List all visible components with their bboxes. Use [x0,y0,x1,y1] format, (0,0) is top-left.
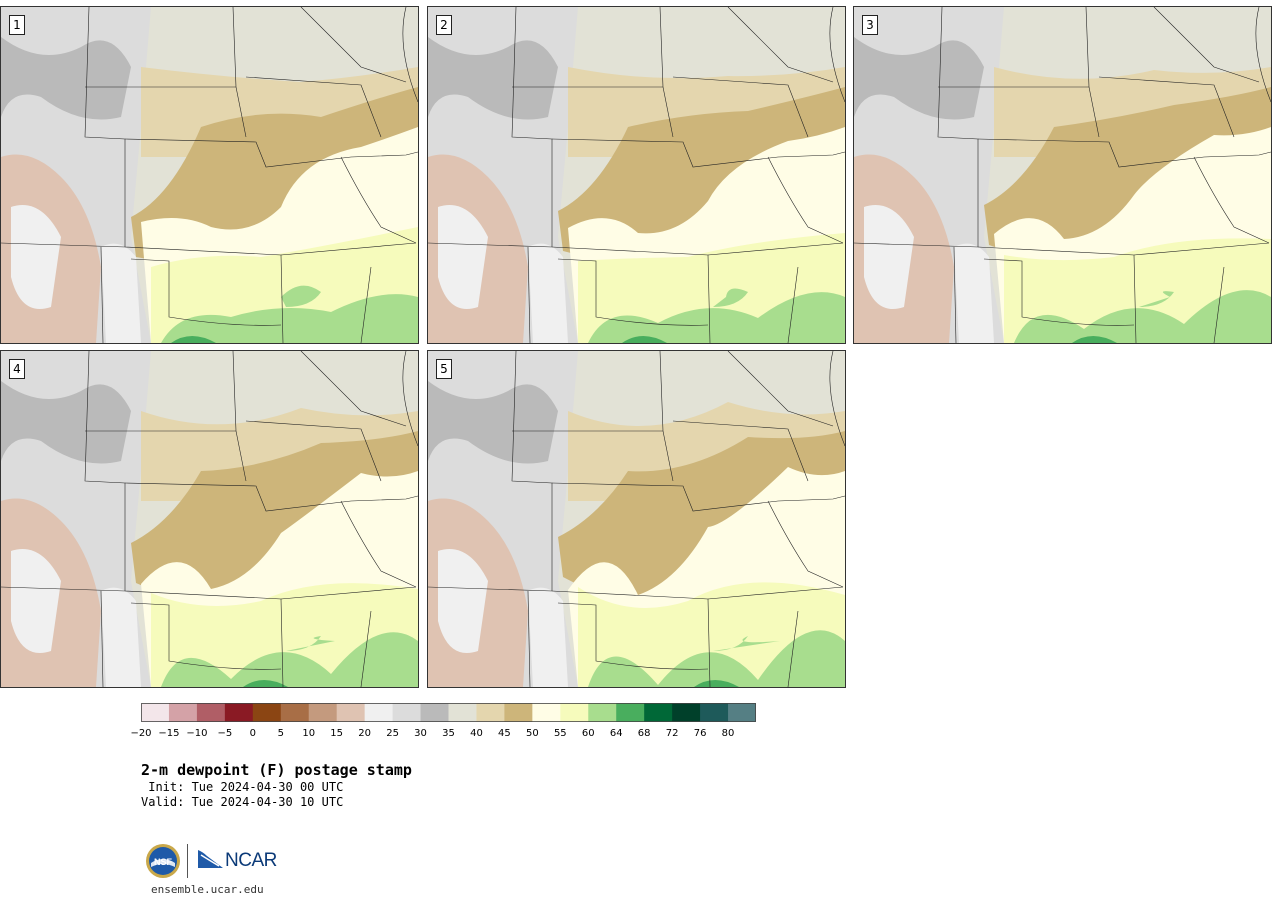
svg-text:NSF: NSF [154,857,173,867]
colorbar [141,703,756,722]
colorbar-tick-label: −5 [217,728,233,739]
postage-stamp-panel-3: 3 [853,6,1272,344]
colorbar-tick-label: 68 [637,728,651,739]
colorbar-tick-label: 76 [693,728,707,739]
valid-time: Valid: Tue 2024-04-30 10 UTC [141,795,344,809]
postage-stamp-panel-5: 5 [427,350,846,688]
postage-stamp-panel-2: 2 [427,6,846,344]
colorbar-tick-label: 80 [721,728,735,739]
colorbar-tick-label: −10 [186,728,208,739]
dewpoint-field-map [428,351,845,687]
colorbar-segment [141,703,170,722]
colorbar-segment [700,703,729,722]
dewpoint-field-map [1,351,418,687]
colorbar-segment [280,703,310,722]
colorbar-segment [504,703,533,722]
colorbar-tick-label: −15 [158,728,180,739]
colorbar-segment [224,703,254,722]
colorbar-segment [616,703,645,722]
postage-stamp-panel-4: 4 [0,350,419,688]
colorbar-segment [476,703,505,722]
panel-number-label: 5 [436,359,452,379]
site-url[interactable]: ensemble.ucar.edu [151,883,264,896]
colorbar-outline [141,703,756,722]
init-time: Init: Tue 2024-04-30 00 UTC [141,780,344,794]
ncar-logo-text: NCAR [225,850,277,871]
postage-stamp-panel-1: 1 [0,6,419,344]
colorbar-tick-label: 35 [442,728,455,739]
colorbar-segment [252,703,282,722]
figure-title: 2-m dewpoint (F) postage stamp [141,761,412,779]
colorbar-segment [728,703,756,722]
panel-number-label: 1 [9,15,25,35]
dewpoint-field-map [854,7,1271,343]
dewpoint-field-map [1,7,418,343]
colorbar-segment [588,703,617,722]
colorbar-segment [448,703,477,722]
panel-number-label: 3 [862,15,878,35]
colorbar-tick-labels: −20 −15 −10 −5 0 5 10 15 20 25 30 35 40 45 50 55 60 64 68 7… [0,728,1280,742]
colorbar-segment [672,703,701,722]
colorbar-tick-label: −20 [130,728,152,739]
colorbar-tick-label: 10 [302,728,316,739]
colorbar-tick-label: 20 [358,728,371,739]
colorbar-segment [560,703,589,722]
colorbar-segment [644,703,673,722]
colorbar-segment [196,703,226,722]
colorbar-segment [532,703,561,722]
panel-number-label: 4 [9,359,25,379]
colorbar-tick-label: 40 [470,728,483,739]
colorbar-tick-label: 5 [277,728,284,739]
logo-divider [187,844,188,878]
colorbar-segment [336,703,366,722]
colorbar-tick-label: 72 [665,728,679,739]
colorbar-tick-label: 50 [525,728,539,739]
panel-number-label: 2 [436,15,452,35]
colorbar-tick-label: 30 [414,728,427,739]
colorbar-segment [168,703,198,722]
colorbar-tick-label: 45 [498,728,511,739]
colorbar-segment [308,703,338,722]
colorbar-segment [392,703,422,722]
colorbar-segment [420,703,449,722]
colorbar-tick-label: 64 [609,728,623,739]
colorbar-tick-label: 15 [330,728,344,739]
colorbar-tick-label: 25 [386,728,399,739]
colorbar-tick-label: 60 [581,728,595,739]
nsf-logo: NSF [146,844,180,878]
colorbar-tick-label: 55 [553,728,567,739]
dewpoint-field-map [428,7,845,343]
ncar-logo-mark [198,850,223,868]
colorbar-segment [364,703,394,722]
colorbar-tick-label: 0 [249,728,256,739]
